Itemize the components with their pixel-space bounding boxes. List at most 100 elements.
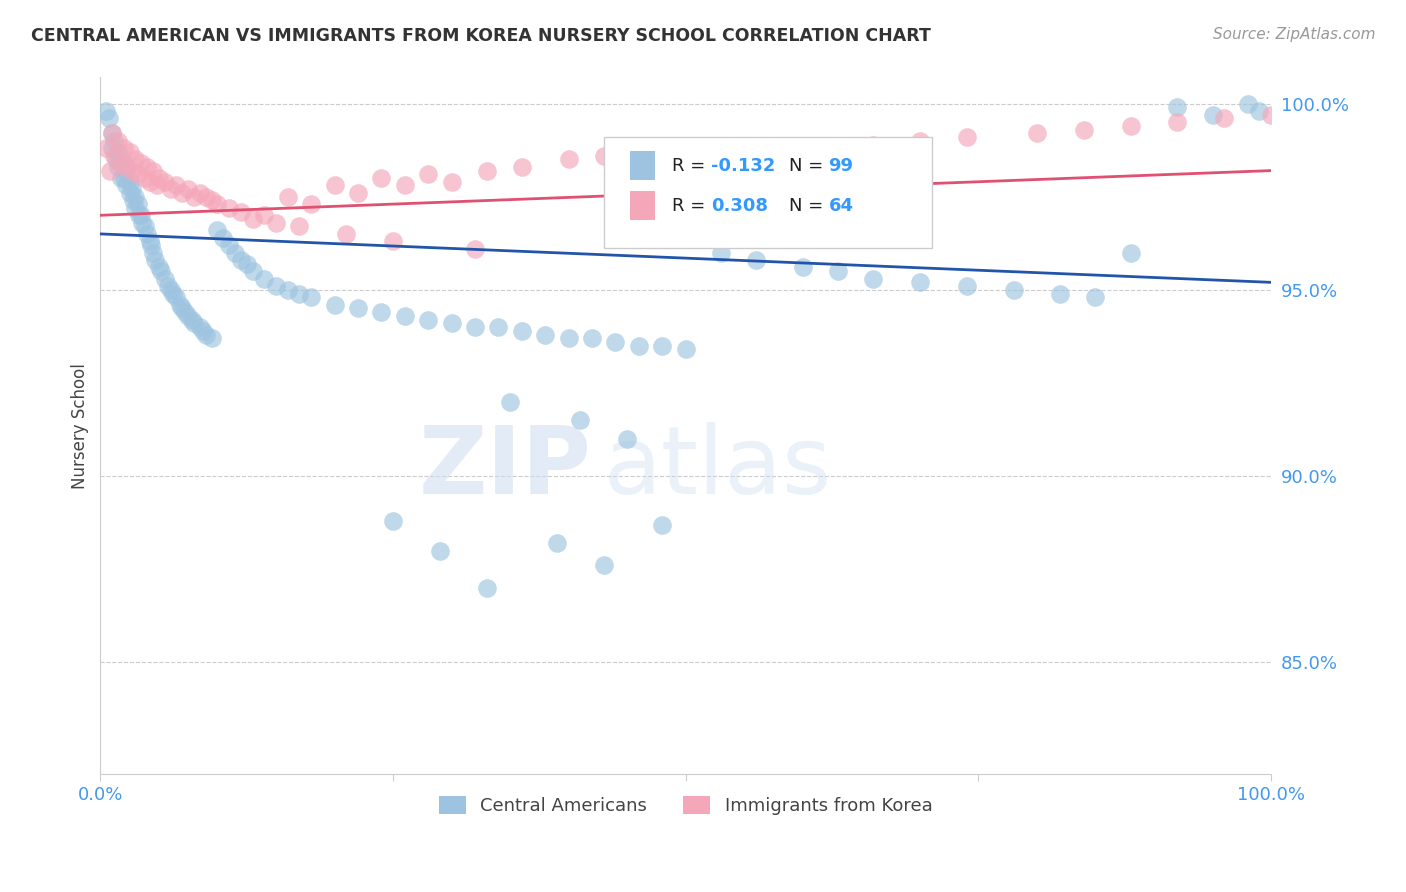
- Point: [112, 156, 135, 170]
- Point: [218, 201, 240, 215]
- Point: [235, 257, 257, 271]
- Text: Source: ZipAtlas.com: Source: ZipAtlas.com: [1212, 27, 1375, 42]
- Point: [229, 204, 252, 219]
- Point: [96, 103, 118, 118]
- Point: [207, 223, 229, 237]
- Text: CENTRAL AMERICAN VS IMMIGRANTS FROM KOREA NURSERY SCHOOL CORRELATION CHART: CENTRAL AMERICAN VS IMMIGRANTS FROM KORE…: [31, 27, 931, 45]
- Point: [1166, 100, 1188, 114]
- FancyBboxPatch shape: [630, 191, 655, 220]
- Point: [122, 194, 145, 208]
- Point: [115, 160, 138, 174]
- Point: [112, 171, 135, 186]
- Point: [103, 149, 125, 163]
- Text: 64: 64: [828, 197, 853, 215]
- Point: [370, 171, 392, 186]
- Point: [173, 305, 195, 319]
- Point: [139, 238, 162, 252]
- Point: [429, 543, 451, 558]
- Point: [627, 339, 650, 353]
- Point: [486, 320, 509, 334]
- Text: 0.308: 0.308: [711, 197, 769, 215]
- Point: [188, 186, 211, 200]
- Point: [394, 178, 416, 193]
- Text: N =: N =: [789, 157, 828, 175]
- Point: [768, 141, 790, 155]
- Point: [107, 160, 129, 174]
- Point: [440, 175, 463, 189]
- Point: [546, 536, 568, 550]
- Point: [207, 197, 229, 211]
- Point: [569, 413, 592, 427]
- Point: [394, 309, 416, 323]
- Point: [101, 141, 124, 155]
- Point: [277, 189, 299, 203]
- FancyBboxPatch shape: [603, 136, 932, 248]
- Point: [510, 324, 533, 338]
- Point: [1026, 126, 1049, 140]
- Text: ZIP: ZIP: [419, 422, 592, 514]
- Point: [162, 286, 184, 301]
- Point: [136, 227, 159, 241]
- Point: [592, 558, 614, 573]
- Point: [134, 171, 156, 186]
- Point: [183, 189, 205, 203]
- Point: [815, 145, 838, 159]
- Point: [557, 153, 579, 167]
- Point: [1236, 96, 1258, 111]
- Point: [118, 186, 141, 200]
- Point: [172, 301, 194, 316]
- Point: [347, 301, 370, 316]
- Point: [616, 432, 638, 446]
- Text: 99: 99: [828, 157, 853, 175]
- Point: [128, 208, 150, 222]
- Text: atlas: atlas: [603, 422, 832, 514]
- Point: [177, 309, 200, 323]
- Point: [370, 305, 392, 319]
- Point: [188, 320, 211, 334]
- Point: [218, 238, 240, 252]
- Point: [200, 331, 222, 345]
- Point: [908, 276, 931, 290]
- Text: R =: R =: [672, 157, 710, 175]
- Point: [138, 175, 160, 189]
- Point: [605, 334, 627, 349]
- Point: [464, 320, 486, 334]
- Point: [150, 264, 173, 278]
- Point: [153, 271, 176, 285]
- Point: [347, 186, 370, 200]
- Point: [224, 245, 246, 260]
- Point: [101, 126, 124, 140]
- Point: [159, 283, 181, 297]
- Point: [1166, 115, 1188, 129]
- Point: [229, 252, 252, 267]
- Point: [242, 264, 264, 278]
- Point: [651, 517, 673, 532]
- Point: [335, 227, 357, 241]
- Point: [148, 171, 170, 186]
- Point: [792, 260, 814, 275]
- Point: [121, 182, 143, 196]
- Point: [288, 286, 311, 301]
- Point: [464, 242, 486, 256]
- Point: [1084, 290, 1107, 304]
- Point: [277, 283, 299, 297]
- Point: [124, 189, 146, 203]
- Point: [382, 514, 405, 528]
- Point: [194, 189, 217, 203]
- Point: [142, 163, 165, 178]
- Point: [1213, 112, 1236, 126]
- Point: [172, 186, 194, 200]
- Text: R =: R =: [672, 197, 710, 215]
- Point: [118, 175, 141, 189]
- Point: [299, 290, 322, 304]
- Point: [121, 163, 143, 178]
- Point: [97, 112, 120, 126]
- Point: [956, 279, 979, 293]
- Point: [862, 271, 884, 285]
- Point: [107, 134, 129, 148]
- Point: [115, 178, 138, 193]
- Point: [418, 167, 440, 181]
- Point: [112, 141, 135, 155]
- Point: [827, 264, 849, 278]
- Point: [627, 156, 650, 170]
